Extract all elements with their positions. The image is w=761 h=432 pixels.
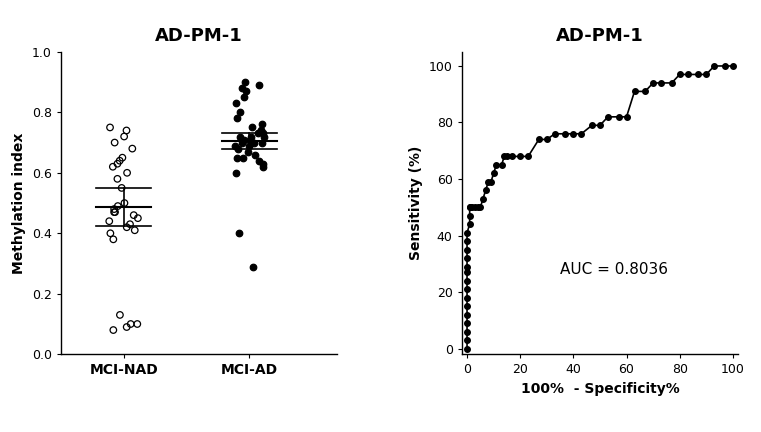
Point: [243, 142, 255, 149]
Point: [111, 175, 123, 182]
Y-axis label: Methylation index: Methylation index: [12, 132, 27, 274]
Point: [118, 133, 130, 140]
Point: [125, 321, 137, 327]
Point: [239, 79, 251, 86]
Point: [111, 160, 123, 167]
Point: [131, 321, 143, 327]
Point: [256, 139, 268, 146]
Point: [129, 227, 141, 234]
Point: [237, 85, 249, 92]
Point: [234, 230, 246, 237]
Point: [126, 145, 139, 152]
Point: [257, 133, 269, 140]
Point: [109, 139, 121, 146]
Y-axis label: Sensitivity (%): Sensitivity (%): [409, 146, 423, 260]
Point: [116, 154, 129, 161]
Point: [109, 209, 121, 216]
Point: [120, 127, 132, 134]
Point: [108, 206, 120, 213]
Point: [253, 82, 266, 89]
Point: [132, 215, 144, 222]
Point: [121, 224, 133, 231]
Point: [234, 109, 247, 116]
Point: [116, 184, 128, 191]
Point: [120, 324, 132, 330]
Point: [121, 169, 133, 176]
Point: [231, 115, 243, 122]
Point: [232, 145, 244, 152]
Point: [229, 142, 241, 149]
Point: [257, 160, 269, 167]
Point: [230, 169, 242, 176]
Point: [104, 230, 116, 237]
X-axis label: 100%  - Specificity%: 100% - Specificity%: [521, 382, 680, 396]
Point: [119, 200, 131, 206]
Text: AUC = 0.8036: AUC = 0.8036: [560, 262, 668, 277]
Point: [244, 136, 256, 143]
Point: [112, 203, 124, 210]
Point: [256, 130, 269, 137]
Point: [256, 121, 268, 128]
Point: [253, 157, 265, 164]
Point: [247, 263, 259, 270]
Point: [113, 157, 126, 164]
Point: [238, 94, 250, 101]
Point: [107, 327, 119, 334]
Point: [103, 218, 116, 225]
Point: [236, 139, 248, 146]
Title: AD-PM-1: AD-PM-1: [155, 27, 243, 45]
Point: [249, 151, 261, 158]
Point: [128, 212, 140, 219]
Point: [124, 221, 136, 228]
Point: [252, 130, 264, 137]
Point: [107, 236, 119, 243]
Point: [245, 133, 257, 140]
Point: [241, 148, 253, 155]
Point: [237, 154, 250, 161]
Point: [237, 136, 250, 143]
Point: [230, 100, 242, 107]
Point: [231, 154, 244, 161]
Point: [247, 124, 259, 131]
Point: [114, 311, 126, 318]
Point: [107, 163, 119, 170]
Point: [255, 127, 267, 134]
Point: [234, 133, 246, 140]
Point: [248, 139, 260, 146]
Point: [240, 88, 252, 95]
Title: AD-PM-1: AD-PM-1: [556, 27, 644, 45]
Point: [104, 124, 116, 131]
Point: [256, 163, 269, 170]
Point: [108, 209, 120, 216]
